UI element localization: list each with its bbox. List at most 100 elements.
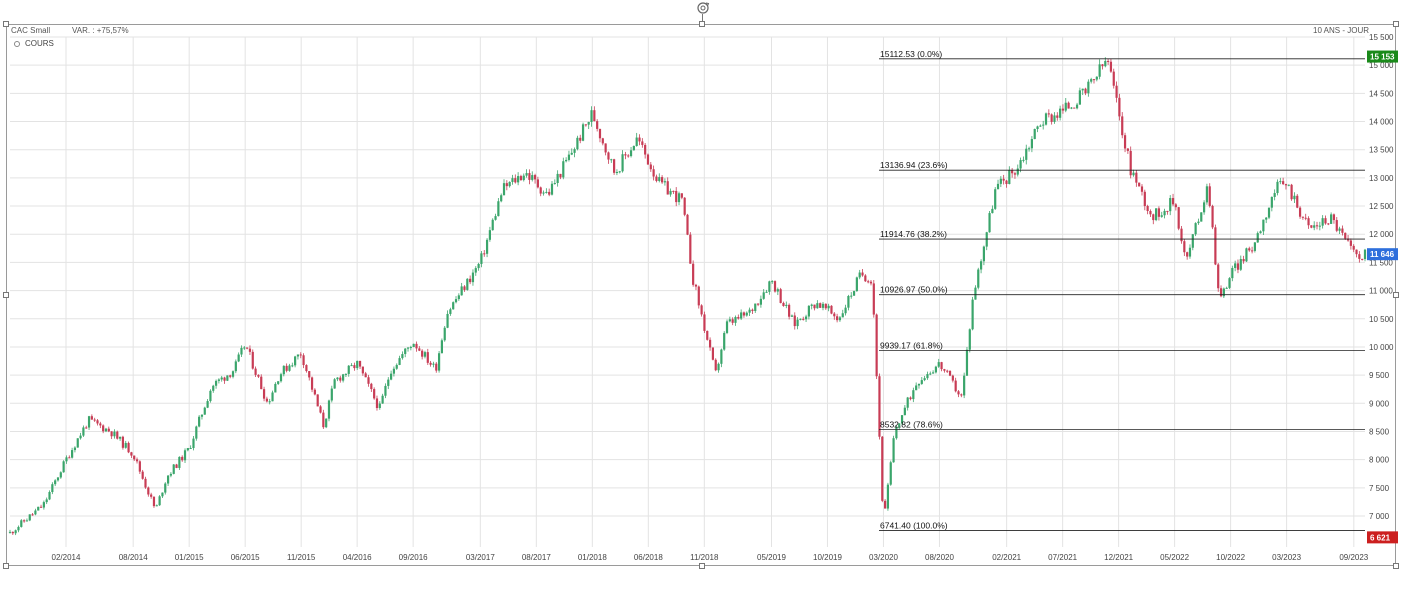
candle-body <box>1002 178 1005 181</box>
candle-body <box>395 364 398 369</box>
resize-handle-bottom-center[interactable] <box>699 563 705 569</box>
candle-body <box>1236 263 1240 270</box>
candle-body <box>209 390 212 402</box>
candle-body <box>1138 182 1141 187</box>
candle-body <box>1259 231 1262 234</box>
candle-body <box>421 350 424 357</box>
candle-body <box>124 442 127 448</box>
candle-body <box>652 169 655 177</box>
resize-handle-middle-left[interactable] <box>3 292 9 298</box>
candle-body <box>1349 240 1352 246</box>
candle-body <box>257 374 260 377</box>
candle-body <box>107 428 110 432</box>
candle-body <box>423 352 427 357</box>
candle-body <box>214 380 218 386</box>
x-tick-label: 02/2021 <box>992 553 1021 562</box>
candle-body <box>262 389 266 399</box>
candlesticks <box>8 57 1367 536</box>
candle-body <box>502 183 506 196</box>
resize-handle-middle-right[interactable] <box>1393 292 1399 298</box>
candle-body <box>968 329 971 350</box>
resize-handle-top-left[interactable] <box>3 21 9 27</box>
candle-body <box>1160 215 1163 217</box>
candle-body <box>31 514 34 516</box>
candle-body <box>183 450 187 461</box>
resize-handle-bottom-left[interactable] <box>3 563 9 569</box>
candle-body <box>251 351 254 369</box>
candle-body <box>536 179 539 188</box>
candle-body <box>217 379 220 381</box>
candle-body <box>576 137 579 150</box>
candle-body <box>960 394 963 396</box>
candle-body <box>796 319 799 327</box>
x-tick-label: 10/2019 <box>813 553 842 562</box>
resize-handle-bottom-right[interactable] <box>1393 563 1399 569</box>
candle-body <box>1298 207 1302 217</box>
fib-label: 13136.94 (23.6%) <box>880 160 948 170</box>
x-tick-label: 03/2020 <box>869 553 898 562</box>
candle-body <box>601 138 604 144</box>
candle-body <box>974 287 977 300</box>
x-tick-label: 01/2015 <box>175 553 204 562</box>
candle-body <box>181 456 184 461</box>
candle-body <box>915 385 918 391</box>
candle-body <box>325 418 328 428</box>
candle-body <box>923 378 926 381</box>
candle-body <box>203 407 206 415</box>
candle-body <box>618 171 621 173</box>
y-tick-label: 14 500 <box>1369 89 1394 98</box>
candle-body <box>1152 214 1155 221</box>
x-tick-label: 06/2015 <box>231 553 260 562</box>
candle-body <box>353 365 356 369</box>
candle-body <box>418 348 421 351</box>
price-badges: 15 153 11 646 6 621 <box>1367 50 1398 544</box>
candle-body <box>426 352 429 363</box>
candle-body <box>1282 181 1285 185</box>
candle-body <box>76 438 79 448</box>
candle-body <box>1267 207 1271 218</box>
candle-body <box>1188 247 1192 257</box>
candle-body <box>754 303 757 311</box>
candle-body <box>951 375 954 381</box>
legend[interactable]: COURS <box>14 39 54 48</box>
candle-body <box>802 318 805 320</box>
candle-body <box>1073 107 1076 109</box>
candle-body <box>1039 125 1042 127</box>
candle-body <box>437 353 441 371</box>
rotate-icon[interactable] <box>696 1 710 15</box>
candle-body <box>147 487 150 495</box>
candle-body <box>677 193 681 203</box>
candle-body <box>172 464 175 474</box>
candle-body <box>567 154 571 160</box>
candle-body <box>1022 159 1025 161</box>
candle-body <box>1087 81 1090 94</box>
candle-body <box>1169 198 1172 212</box>
candle-body <box>660 177 664 183</box>
resize-handle-top-right[interactable] <box>1393 21 1399 27</box>
variation-label: VAR. : +75,57% <box>72 26 129 35</box>
y-tick-label: 8 000 <box>1369 456 1390 465</box>
candle-body <box>658 177 661 181</box>
fib-label: 9939.17 (61.8%) <box>880 340 943 350</box>
candle-body <box>819 303 822 308</box>
candle-body <box>1318 225 1321 227</box>
candle-body <box>23 520 26 522</box>
candle-body <box>737 316 740 319</box>
candle-body <box>387 379 390 386</box>
candle-body <box>810 304 813 306</box>
candle-body <box>1025 148 1028 160</box>
legend-radio-icon[interactable] <box>14 40 20 47</box>
y-tick-label: 15 500 <box>1369 33 1394 42</box>
candle-body <box>934 366 938 373</box>
candle-body <box>723 332 726 350</box>
candle-body <box>316 394 319 407</box>
candle-body <box>1121 116 1124 136</box>
candle-body <box>940 362 943 370</box>
candle-body <box>1171 198 1175 205</box>
candle-body <box>836 316 839 321</box>
y-tick-label: 13 000 <box>1369 174 1394 183</box>
x-tick-label: 08/2017 <box>522 553 551 562</box>
candle-body <box>327 400 331 419</box>
candle-body <box>1296 195 1299 208</box>
